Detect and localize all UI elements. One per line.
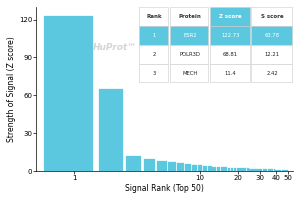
Bar [234,168,236,171]
Bar [224,167,227,171]
Bar [259,169,261,171]
Bar [247,168,249,171]
Bar [251,169,253,171]
Bar [253,169,255,171]
Bar [276,170,278,171]
Bar [266,169,268,171]
Bar [239,168,242,171]
Bar [271,169,272,171]
Bar [242,168,244,171]
Bar [168,162,176,171]
Bar [287,170,288,171]
Bar [279,170,280,171]
Bar [44,16,94,171]
Bar [255,169,257,171]
Bar [177,163,184,171]
Bar [278,170,279,171]
X-axis label: Signal Rank (Top 50): Signal Rank (Top 50) [125,184,204,193]
Bar [275,170,276,171]
Bar [264,169,266,171]
Bar [274,169,275,171]
Bar [269,169,271,171]
Bar [185,164,191,171]
Bar [208,166,212,171]
Bar [263,169,264,171]
Bar [198,165,202,171]
Bar [272,169,274,171]
Bar [257,169,259,171]
Bar [99,89,122,171]
Bar [203,166,207,171]
Bar [217,167,220,171]
Bar [126,156,141,171]
Bar [144,159,155,171]
Bar [220,167,224,171]
Bar [191,165,197,171]
Bar [249,169,251,171]
Bar [280,170,281,171]
Y-axis label: Strength of Signal (Z score): Strength of Signal (Z score) [7,36,16,142]
Bar [261,169,262,171]
Bar [286,170,287,171]
Bar [244,168,246,171]
Bar [157,161,167,171]
Bar [237,168,239,171]
Bar [283,170,284,171]
Bar [227,168,230,171]
Bar [285,170,286,171]
Bar [284,170,285,171]
Text: HuProt™: HuProt™ [93,43,137,52]
Bar [268,169,269,171]
Bar [282,170,283,171]
Bar [212,167,216,171]
Bar [231,168,233,171]
